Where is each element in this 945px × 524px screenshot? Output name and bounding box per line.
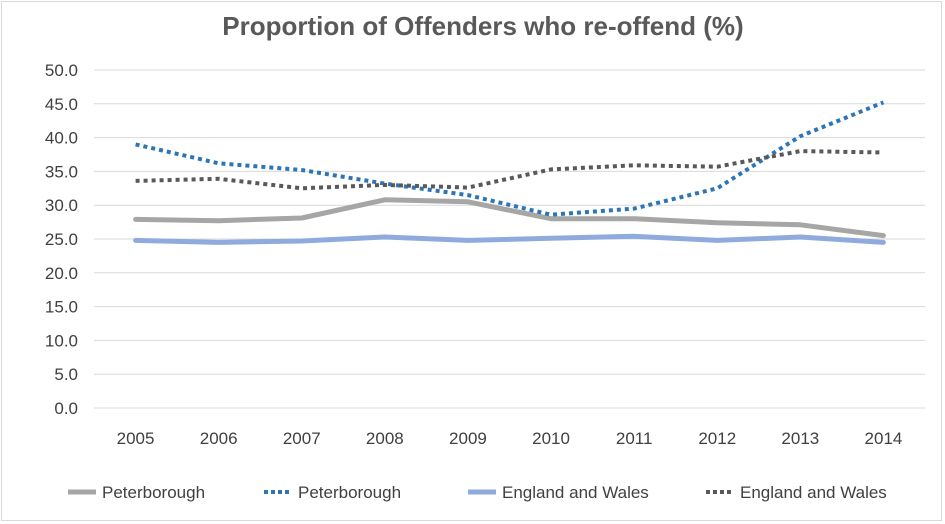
x-tick-label: 2005 bbox=[117, 429, 155, 448]
y-tick-label: 5.0 bbox=[54, 365, 78, 384]
legend: Peterborough Peterborough England and Wale… bbox=[68, 483, 887, 502]
legend-label: Peterborough bbox=[298, 483, 401, 502]
series-line bbox=[133, 233, 886, 245]
x-tick-label: 2014 bbox=[865, 429, 903, 448]
y-tick-label: 0.0 bbox=[54, 399, 78, 418]
x-tick-label: 2010 bbox=[532, 429, 570, 448]
y-tick-label: 45.0 bbox=[45, 95, 78, 114]
x-tick-label: 2012 bbox=[698, 429, 736, 448]
legend-label: England and Wales bbox=[502, 483, 649, 502]
x-tick-label: 2007 bbox=[283, 429, 321, 448]
y-axis-ticks: 0.0 5.0 10.0 15.0 20.0 25.0 30.0 35.0 40.0 45.0 50… bbox=[45, 61, 78, 418]
x-tick-label: 2011 bbox=[616, 429, 653, 448]
series-line bbox=[133, 197, 886, 239]
y-tick-label: 35.0 bbox=[45, 162, 78, 181]
series-line bbox=[135, 100, 885, 217]
series-line bbox=[135, 149, 884, 191]
y-tick-label: 15.0 bbox=[45, 298, 78, 317]
y-tick-label: 50.0 bbox=[45, 61, 78, 80]
x-tick-label: 2009 bbox=[449, 429, 487, 448]
x-tick-label: 2006 bbox=[200, 429, 238, 448]
legend-label: England and Wales bbox=[740, 483, 887, 502]
y-tick-label: 40.0 bbox=[45, 129, 78, 148]
y-tick-label: 25.0 bbox=[45, 230, 78, 249]
y-tick-label: 30.0 bbox=[45, 196, 78, 215]
series-lines bbox=[133, 100, 886, 245]
y-tick-label: 20.0 bbox=[45, 264, 78, 283]
chart-title: Proportion of Offenders who re-offend (%… bbox=[222, 11, 743, 41]
legend-label: Peterborough bbox=[102, 483, 205, 502]
x-tick-label: 2008 bbox=[366, 429, 404, 448]
y-tick-label: 10.0 bbox=[45, 331, 78, 350]
x-tick-label: 2013 bbox=[781, 429, 819, 448]
x-axis-ticks: 2005 2006 2007 2008 2009 2010 2011 2012 2013 2014 bbox=[117, 429, 903, 448]
